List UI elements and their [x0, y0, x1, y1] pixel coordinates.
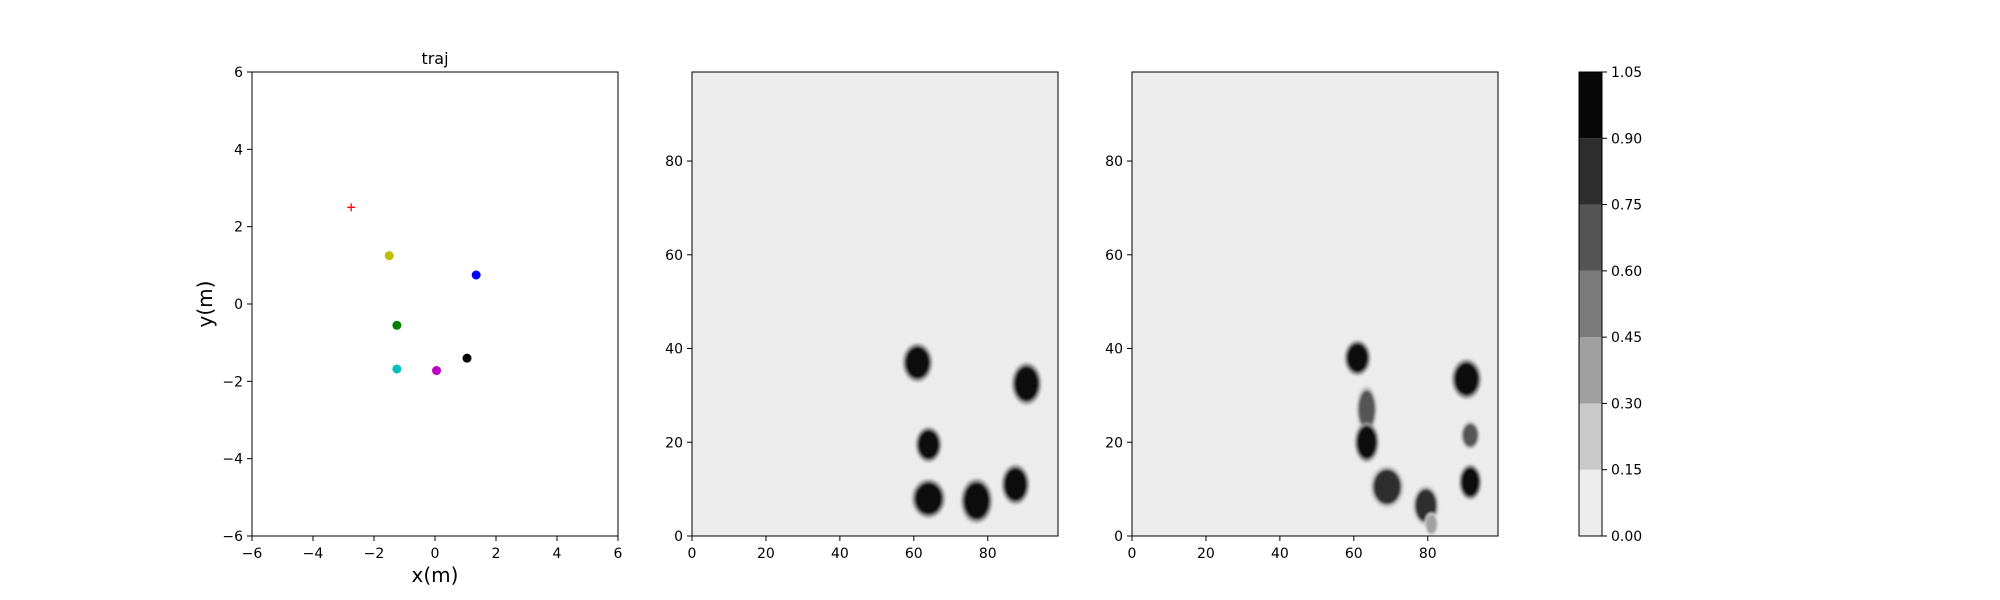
occupancy-blob	[1451, 359, 1482, 399]
traj-y-axis-label: y(m)	[193, 281, 217, 328]
traj-x-tick-label: 0	[431, 546, 440, 562]
map-1-x-tick-label: 40	[831, 546, 849, 562]
map-panel-2: 0 20 40 60 80 0 20 40 60 80	[1105, 71, 1499, 562]
agent-point	[384, 251, 394, 261]
occupancy-blob	[1459, 464, 1482, 500]
map-2-y-ticks: 0 20 40 60 80	[1105, 154, 1132, 545]
map-1-y-tick-label: 40	[665, 342, 683, 358]
colorbar-tick-label: 0.60	[1611, 264, 1642, 280]
agent-point	[392, 320, 402, 330]
map-2-x-tick-label: 80	[1419, 546, 1437, 562]
map-2-y-tick-label: 0	[1114, 529, 1123, 545]
colorbar-frame	[1578, 71, 1603, 537]
map-2-x-tick-label: 40	[1271, 546, 1289, 562]
occupancy-blob	[1354, 422, 1379, 463]
traj-x-tick-label: −2	[364, 546, 385, 562]
agent-point	[432, 366, 442, 376]
colorbar-band	[1579, 72, 1602, 139]
colorbar-bands	[1579, 72, 1602, 536]
traj-x-tick-label: 2	[492, 546, 501, 562]
colorbar-tick-label: 0.75	[1611, 198, 1642, 214]
map-1-y-tick-label: 20	[665, 435, 683, 451]
traj-y-ticks: −6 −4 −2 0 2 4 6	[222, 65, 252, 545]
map-1-y-tick-label: 60	[665, 248, 683, 264]
colorbar-band	[1579, 403, 1602, 470]
map-2-x-tick-label: 0	[1128, 546, 1137, 562]
occupancy-blob	[911, 479, 946, 518]
traj-y-tick-label: −4	[222, 452, 243, 468]
traj-y-tick-label: 6	[234, 65, 243, 81]
map-2-x-tick-label: 60	[1345, 546, 1363, 562]
map-panel-1: 0 20 40 60 80 0 20 40 60 80	[665, 71, 1059, 562]
occupancy-blob	[1356, 386, 1377, 433]
traj-x-tick-label: 6	[614, 546, 623, 562]
map-1-frame	[691, 71, 1059, 537]
agent-point	[471, 270, 481, 280]
map-2-y-tick-label: 80	[1105, 154, 1123, 170]
traj-x-axis-label: x(m)	[412, 563, 459, 587]
colorbar-tick-label: 0.90	[1611, 131, 1642, 147]
map-2-frame	[1131, 71, 1499, 537]
traj-x-tick-label: −6	[242, 546, 263, 562]
occupancy-blob	[1370, 465, 1404, 508]
occupancy-blob	[915, 427, 942, 463]
map-2-background	[1132, 72, 1498, 536]
occupancy-blob	[1001, 464, 1030, 505]
start-marker	[347, 203, 356, 212]
traj-title: traj	[421, 49, 448, 68]
colorbar-tick-label: 0.30	[1611, 396, 1642, 412]
occupancy-blob	[1461, 421, 1480, 450]
map-2-y-tick-label: 40	[1105, 342, 1123, 358]
map-1-x-tick-label: 80	[979, 546, 997, 562]
traj-x-tick-label: −4	[303, 546, 324, 562]
agent-point	[462, 353, 472, 363]
agent-point	[392, 364, 402, 374]
traj-plot-area	[252, 72, 618, 536]
traj-y-tick-label: 4	[234, 142, 243, 158]
map-1-x-ticks: 0 20 40 60 80	[688, 536, 997, 562]
colorbar-band	[1579, 204, 1602, 271]
colorbar-tick-label: 0.00	[1611, 529, 1642, 545]
traj-points	[347, 203, 481, 376]
map-1-blobs	[902, 343, 1042, 524]
colorbar: 0.00 0.15 0.30 0.45 0.60 0.75 0.90 1.05	[1578, 65, 1642, 545]
traj-y-tick-label: −2	[222, 374, 243, 390]
map-1-y-tick-label: 0	[674, 529, 683, 545]
map-1-background	[692, 72, 1058, 536]
map-2-x-ticks: 0 20 40 60 80	[1128, 536, 1437, 562]
occupancy-blob	[1011, 362, 1042, 405]
occupancy-blob	[960, 478, 993, 524]
map-2-x-tick-label: 20	[1197, 546, 1215, 562]
traj-y-tick-label: −6	[222, 529, 243, 545]
occupancy-blob	[902, 343, 933, 382]
colorbar-tick-label: 0.45	[1611, 330, 1642, 346]
occupancy-blob	[1424, 512, 1439, 536]
colorbar-band	[1579, 270, 1602, 338]
traj-y-tick-label: 2	[234, 220, 243, 236]
colorbar-tick-label: 0.15	[1611, 463, 1642, 479]
colorbar-tick-label: 1.05	[1611, 65, 1642, 81]
traj-x-ticks: −6 −4 −2 0 2 4 6	[242, 536, 623, 562]
traj-panel: −6 −4 −2 0 2 4 6 −6 −4 −2 0 2 4 6 traj x(m) y(m)	[193, 49, 623, 587]
map-1-y-ticks: 0 20 40 60 80	[665, 154, 692, 545]
traj-y-tick-label: 0	[234, 297, 243, 313]
occupancy-blob	[1344, 340, 1371, 376]
colorbar-band	[1579, 337, 1602, 404]
map-1-x-tick-label: 60	[905, 546, 923, 562]
map-2-y-tick-label: 60	[1105, 248, 1123, 264]
colorbar-band	[1579, 469, 1602, 536]
map-1-x-tick-label: 20	[757, 546, 775, 562]
map-2-blobs	[1344, 340, 1482, 536]
traj-x-tick-label: 4	[553, 546, 562, 562]
colorbar-ticks: 0.00 0.15 0.30 0.45 0.60 0.75 0.90 1.05	[1602, 65, 1642, 545]
colorbar-band	[1579, 138, 1602, 205]
map-2-y-tick-label: 20	[1105, 435, 1123, 451]
map-1-y-tick-label: 80	[665, 154, 683, 170]
map-1-x-tick-label: 0	[688, 546, 697, 562]
